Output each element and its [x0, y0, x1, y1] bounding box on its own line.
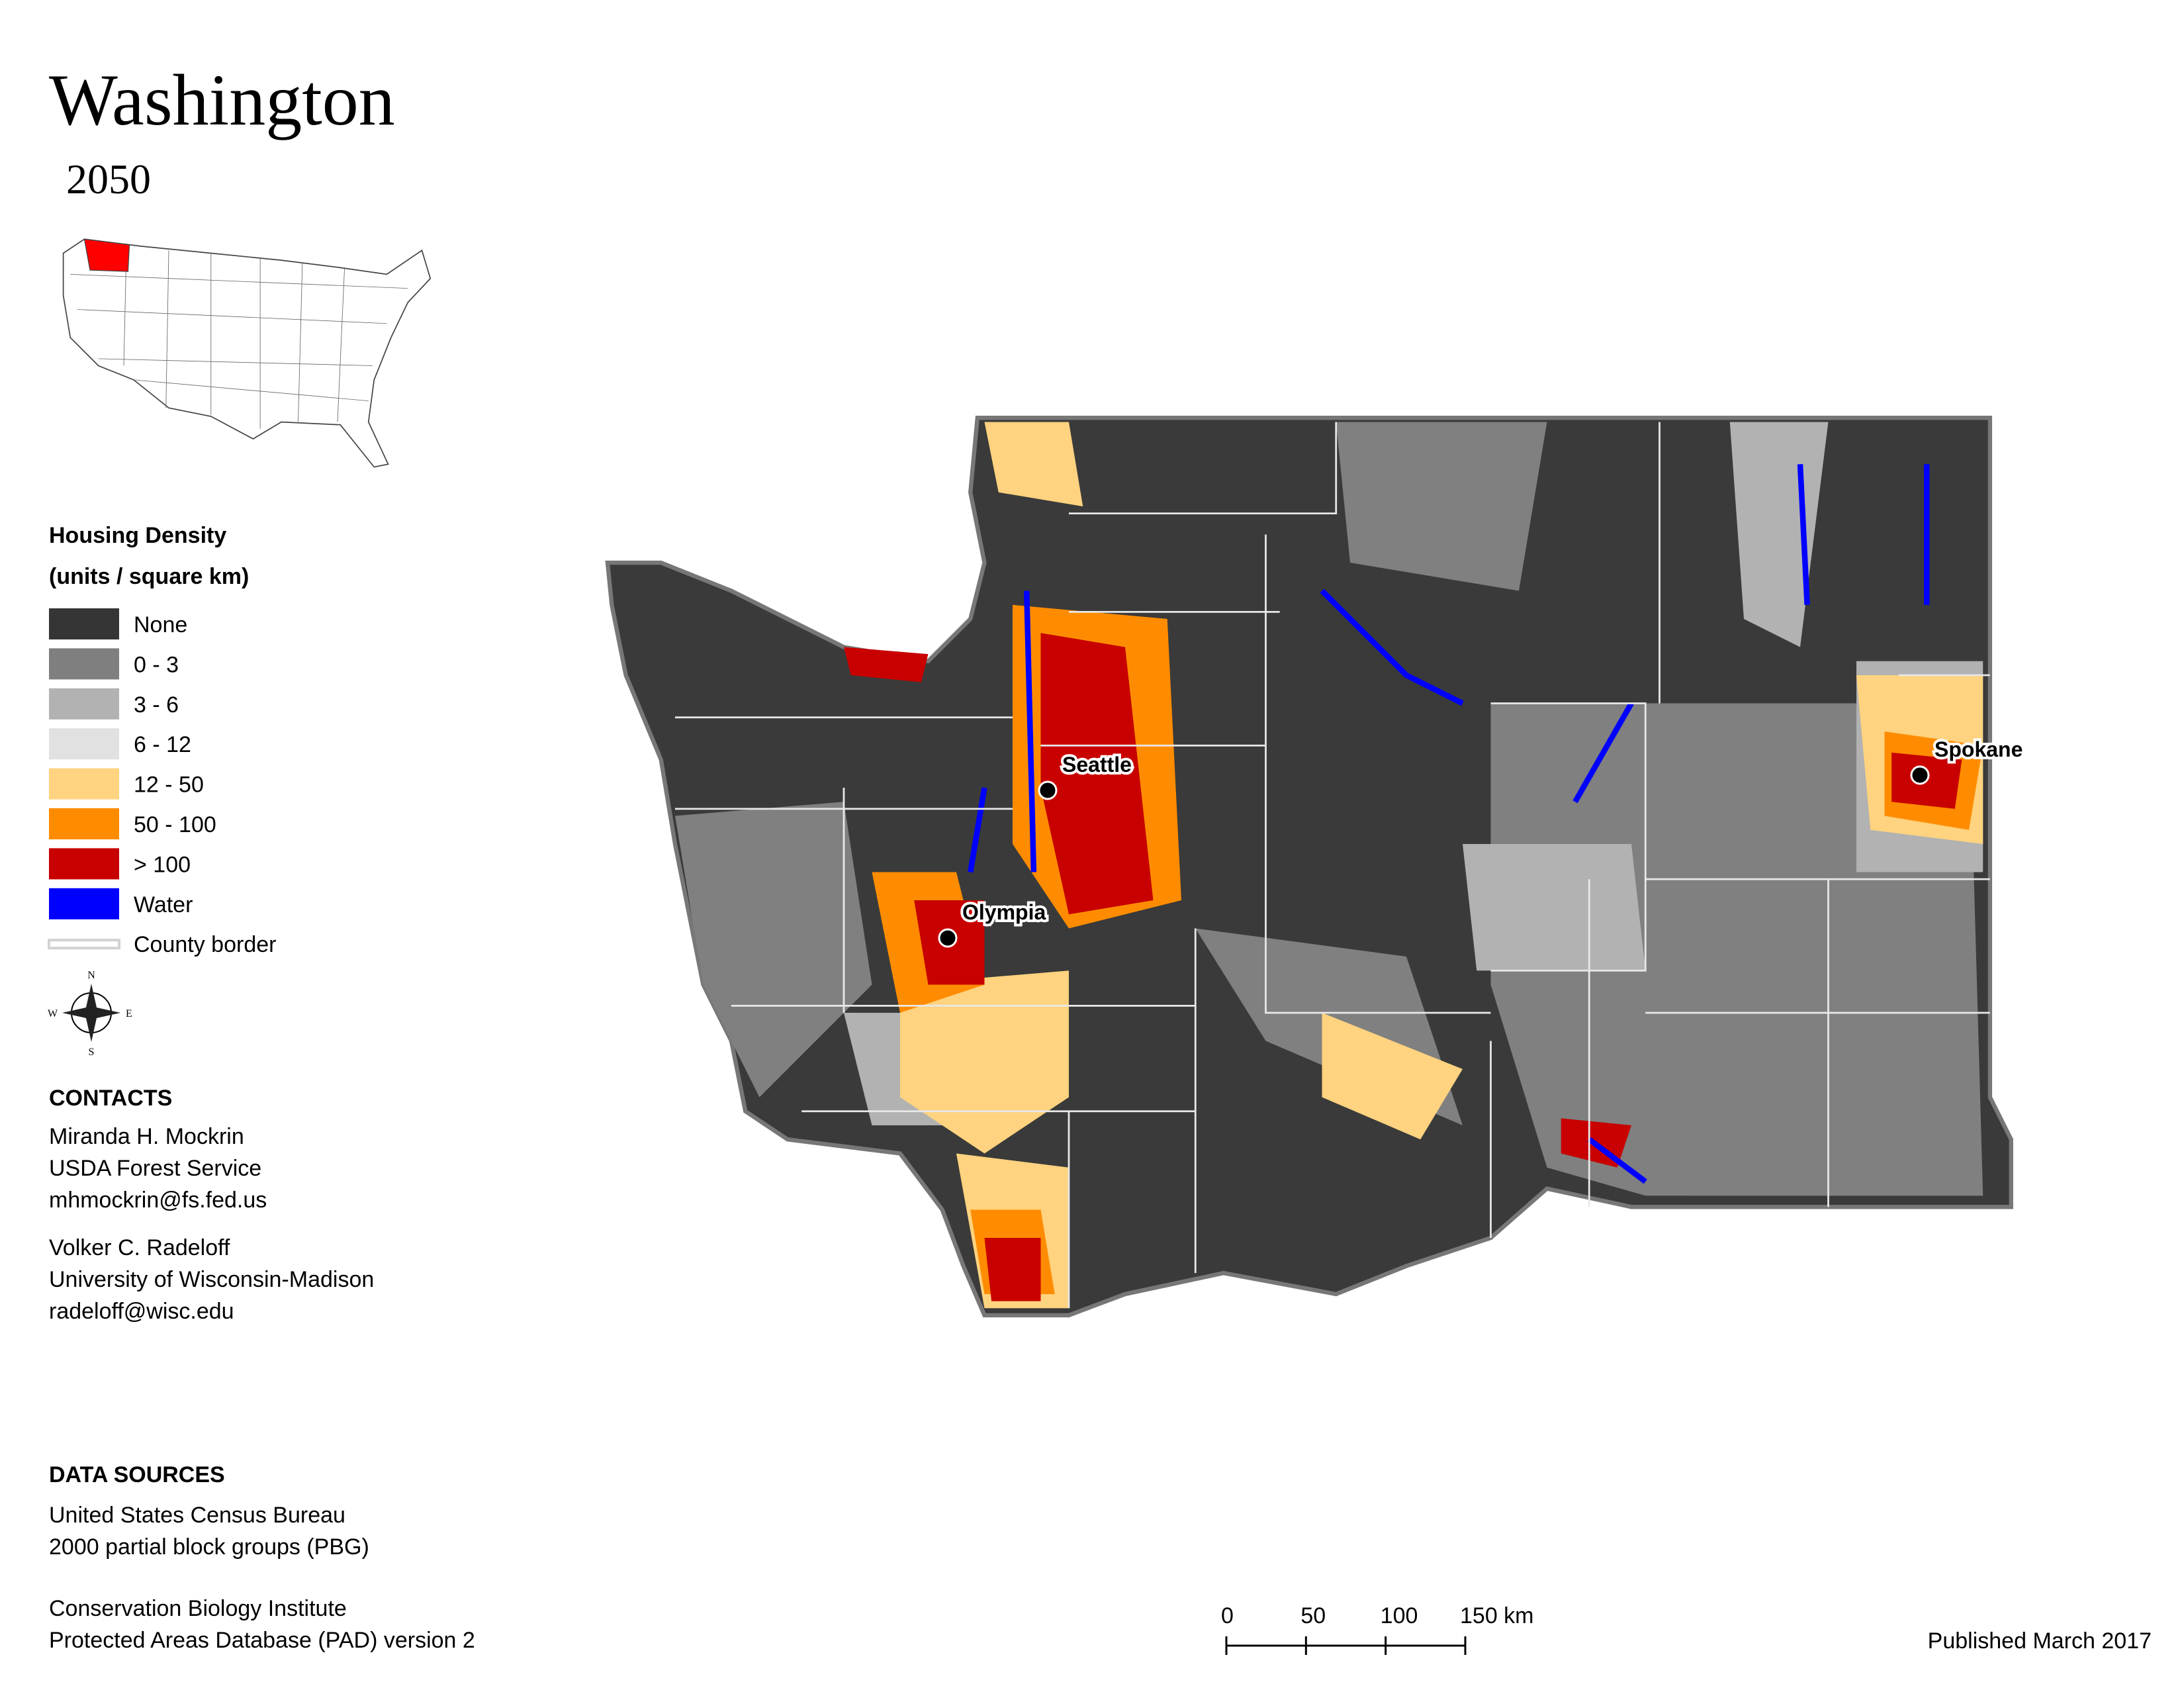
urban-patches [844, 633, 1962, 1301]
legend-label: None [134, 612, 187, 637]
contact-line: radeloff@wisc.edu [49, 1299, 234, 1324]
contact-line: USDA Forest Service [49, 1156, 261, 1181]
city-dot [938, 928, 958, 948]
legend-label: 0 - 3 [134, 652, 179, 677]
source-line: United States Census Bureau [49, 1503, 345, 1528]
legend-label: 3 - 6 [134, 692, 179, 718]
legend-label: County border [134, 932, 276, 957]
scale-bar: 0 50 100 150 km [1221, 1603, 1534, 1655]
sources-heading: DATA SOURCES [49, 1462, 225, 1487]
compass-e: E [126, 1008, 132, 1019]
compass: N E S W [48, 970, 132, 1058]
contact-line: Volker C. Radeloff [49, 1235, 230, 1260]
compass-star [62, 984, 120, 1042]
state-lines [70, 243, 408, 430]
scale-label: 50 [1300, 1603, 1326, 1628]
source-line: Protected Areas Database (PAD) version 2 [49, 1628, 475, 1653]
map-title: Washington [49, 60, 395, 140]
legend-label: 6 - 12 [134, 732, 191, 757]
city-label: Olympia [962, 900, 1046, 924]
compass-s: S [89, 1047, 95, 1058]
scale-label: 0 [1221, 1603, 1234, 1628]
washington-map [605, 415, 2013, 1318]
legend-label: Water [134, 892, 193, 917]
compass-w: W [48, 1008, 58, 1019]
contact-line: mhmockrin@fs.fed.us [49, 1188, 267, 1213]
source-line: Conservation Biology Institute [49, 1596, 347, 1621]
city-label: Seattle [1062, 753, 1132, 776]
legend-swatch [49, 768, 119, 800]
legend-swatch [49, 648, 119, 680]
source-line: 2000 partial block groups (PBG) [49, 1534, 369, 1560]
published-date: Published March 2017 [1928, 1628, 2152, 1654]
county-borders [675, 422, 1990, 1309]
scale-label: 150 km [1460, 1603, 1534, 1628]
legend-label: 50 - 100 [134, 812, 216, 837]
data-sources: United States Census Bureau 2000 partial … [49, 1503, 475, 1653]
legend-swatch [49, 848, 119, 880]
legend-swatch [49, 688, 119, 720]
contacts: Miranda H. Mockrin USDA Forest Service mhm… [49, 1124, 374, 1324]
legend-label: > 100 [134, 852, 191, 877]
city-markers: Seattle Olympia Spokane [938, 735, 2025, 948]
contact-line: University of Wisconsin-Madison [49, 1267, 374, 1292]
legend: None 0 - 3 3 - 6 6 - 12 12 - 50 50 - 100 > 100… [48, 608, 276, 957]
map-subtitle: 2050 [66, 156, 151, 203]
legend-subtitle: (units / square km) [49, 564, 249, 589]
city-label: Spokane [1934, 737, 2023, 761]
city-dot [1038, 780, 1058, 800]
scale-label: 100 [1381, 1603, 1418, 1628]
contact-line: Miranda H. Mockrin [49, 1124, 244, 1149]
water-bodies [968, 464, 1930, 1184]
washington-highlight [83, 238, 130, 272]
legend-border-swatch [48, 939, 120, 950]
legend-swatch [49, 808, 119, 839]
contacts-heading: CONTACTS [49, 1086, 172, 1111]
legend-swatch [49, 608, 119, 639]
legend-label: 12 - 50 [134, 773, 204, 798]
us-outline [62, 238, 432, 468]
compass-n: N [87, 970, 95, 981]
city-dot [1910, 765, 1930, 785]
us-inset [62, 238, 2013, 1318]
legend-swatch [49, 888, 119, 919]
legend-swatch [49, 728, 119, 760]
legend-title: Housing Density [49, 523, 226, 548]
